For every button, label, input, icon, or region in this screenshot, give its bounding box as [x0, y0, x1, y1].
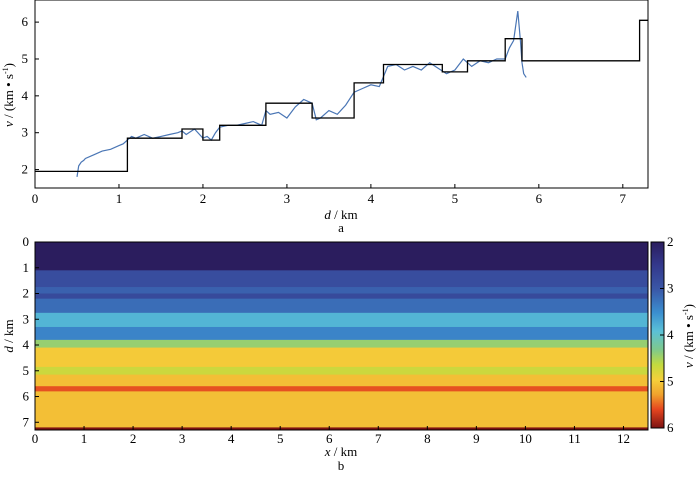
- panel-a-frame: [34, 0, 649, 189]
- velocity-layer: [35, 347, 648, 368]
- x-tick-label: 2: [130, 431, 137, 446]
- velocity-layer: [35, 366, 648, 376]
- velocity-layer: [35, 427, 648, 431]
- velocity-layer: [35, 287, 648, 294]
- y-tick-label: 6: [23, 389, 30, 404]
- blocked-model-series: [35, 19, 648, 173]
- x-tick-label: 5: [452, 191, 459, 206]
- y-tick-label: 5: [23, 363, 30, 378]
- panel-a-velocity-log: 0 1 2 3 4 5 6 7 2 3 4 5 6 d / km a v / (km • s-1): [1, 0, 649, 235]
- x-tick-label: 10: [519, 431, 532, 446]
- x-tick-label: 9: [473, 431, 480, 446]
- y-tick-label: 0: [23, 234, 30, 249]
- panel-a-label: a: [338, 220, 344, 235]
- velocity-layer: [35, 386, 648, 392]
- y-tick-label: 5: [22, 51, 29, 66]
- panel-a-ticks: 0 1 2 3 4 5 6 7 2 3 4 5 6: [22, 14, 627, 206]
- panel-b-heatmap-layers: [35, 242, 648, 431]
- x-tick-label: 6: [326, 431, 333, 446]
- x-tick-label: 12: [617, 431, 630, 446]
- panel-b-ylabel: d / km: [1, 319, 16, 352]
- x-tick-label: 4: [368, 191, 375, 206]
- y-tick-label: 7: [23, 414, 30, 429]
- y-tick-label: 2: [22, 162, 29, 177]
- velocity-layer: [35, 391, 648, 428]
- y-tick-label: 2: [23, 286, 30, 301]
- panel-a-plot-area: [35, 11, 648, 177]
- x-tick-label: 2: [200, 191, 207, 206]
- x-tick-label: 3: [179, 431, 186, 446]
- x-tick-label: 1: [116, 191, 123, 206]
- panel-a-xlabel: d / km: [324, 207, 357, 222]
- colorbar-ticks: 2 3 4 5 6: [660, 234, 674, 435]
- x-tick-label: 7: [620, 191, 627, 206]
- y-tick-label: 4: [23, 337, 30, 352]
- colorbar-label: v / (km • s-1): [681, 304, 696, 368]
- y-tick-label: 4: [22, 88, 29, 103]
- measured-velocity-series: [76, 11, 527, 177]
- colorbar-tick-label: 4: [667, 327, 674, 342]
- x-tick-label: 8: [424, 431, 431, 446]
- velocity-layer: [35, 298, 648, 314]
- x-tick-label: 6: [536, 191, 543, 206]
- x-tick-label: 11: [568, 431, 581, 446]
- panel-b-label: b: [338, 458, 345, 473]
- velocity-layer: [35, 293, 648, 300]
- x-tick-label: 1: [81, 431, 88, 446]
- y-tick-label: 1: [23, 260, 30, 275]
- velocity-layer: [35, 270, 648, 288]
- x-tick-label: 7: [375, 431, 382, 446]
- velocity-layer: [35, 326, 648, 341]
- velocity-layer: [35, 374, 648, 387]
- y-tick-label: 6: [22, 14, 29, 29]
- velocity-layer: [35, 312, 648, 328]
- panel-b-frame: [34, 241, 649, 431]
- colorbar-tick-label: 5: [667, 374, 674, 389]
- panel-a-ylabel: v / (km • s-1): [1, 63, 16, 127]
- y-tick-label: 3: [23, 311, 30, 326]
- x-tick-label: 5: [277, 431, 284, 446]
- y-tick-label: 3: [22, 125, 29, 140]
- x-tick-label: 0: [32, 191, 39, 206]
- colorbar-tick-label: 2: [667, 234, 674, 249]
- x-tick-label: 3: [284, 191, 291, 206]
- colorbar-tick-label: 3: [667, 281, 674, 296]
- velocity-layer: [35, 339, 648, 348]
- colorbar-tick-label: 6: [667, 420, 674, 435]
- velocity-layer: [35, 242, 648, 271]
- x-tick-label: 0: [32, 431, 39, 446]
- x-tick-label: 4: [228, 431, 235, 446]
- panel-b-xlabel: x / km: [324, 444, 358, 459]
